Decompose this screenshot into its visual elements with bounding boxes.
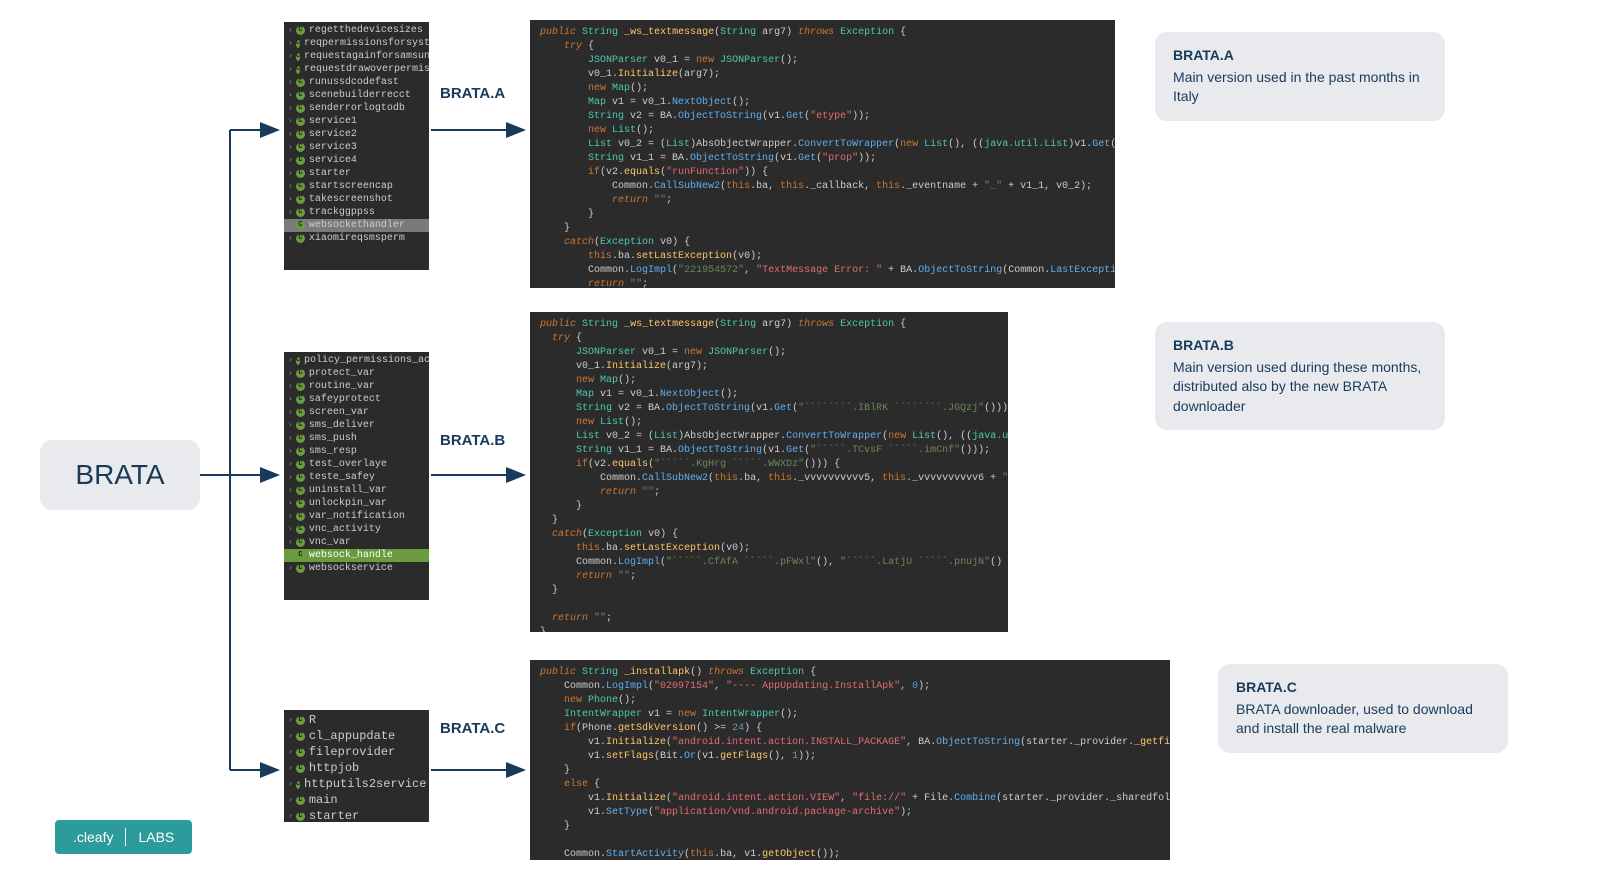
variant-label-c: BRATA.C bbox=[440, 720, 505, 737]
logo-sub: LABS bbox=[138, 829, 174, 845]
variant-label-a: BRATA.A bbox=[440, 85, 505, 102]
class-item: ›Cxiaomireqsmsperm bbox=[284, 232, 429, 245]
class-item: ›Crequestagainforsamsung bbox=[284, 50, 429, 63]
info-box-a: BRATA.A Main version used in the past mo… bbox=[1155, 32, 1445, 121]
class-item: ›Cvnc_var bbox=[284, 536, 429, 549]
class-item: ›Cstarter bbox=[284, 167, 429, 180]
class-item: ›Cunlockpin_var bbox=[284, 497, 429, 510]
class-list-b: ›Cpolicy_permissions_act›Cprotect_var›Cr… bbox=[284, 352, 429, 600]
class-item: ›Crunussdcodefast bbox=[284, 76, 429, 89]
class-item: ›Cwebsockethandler bbox=[284, 219, 429, 232]
info-text-c: BRATA downloader, used to download and i… bbox=[1236, 700, 1490, 739]
class-item: ›Cscenebuilderrecct bbox=[284, 89, 429, 102]
class-item: ›CR bbox=[284, 712, 429, 728]
class-item: ›Ctakescreenshot bbox=[284, 193, 429, 206]
class-item: ›Cstartscreencap bbox=[284, 180, 429, 193]
class-item: ›Cservice2 bbox=[284, 128, 429, 141]
code-block-c: public String _installapk() throws Excep… bbox=[530, 660, 1170, 860]
class-item: ›Csms_resp bbox=[284, 445, 429, 458]
class-item: ›Csafeyprotect bbox=[284, 393, 429, 406]
class-item: ›Ccl_appupdate bbox=[284, 728, 429, 744]
class-item: ›Ctrackggppss bbox=[284, 206, 429, 219]
class-item: ›Creqpermissionsforsystem bbox=[284, 37, 429, 50]
logo-divider bbox=[125, 828, 126, 846]
code-block-a: public String _ws_textmessage(String arg… bbox=[530, 20, 1115, 288]
class-list-c: ›CR›Ccl_appupdate›Cfileprovider›Chttpjob… bbox=[284, 710, 429, 822]
class-item: ›Cpolicy_permissions_act bbox=[284, 354, 429, 367]
class-item: ›Cfileprovider bbox=[284, 744, 429, 760]
class-item: ›Crequestdrawoverpermissio bbox=[284, 63, 429, 76]
logo-badge: .cleafy LABS bbox=[55, 820, 192, 854]
info-box-c: BRATA.C BRATA downloader, used to downlo… bbox=[1218, 664, 1508, 753]
code-block-b: public String _ws_textmessage(String arg… bbox=[530, 312, 1008, 632]
info-box-b: BRATA.B Main version used during these m… bbox=[1155, 322, 1445, 430]
class-item: ›Csms_deliver bbox=[284, 419, 429, 432]
logo-brand: .cleafy bbox=[73, 829, 113, 845]
class-item: ›Cuninstall_var bbox=[284, 484, 429, 497]
class-item: ›Croutine_var bbox=[284, 380, 429, 393]
class-item: ›Cregetthedevicesizes bbox=[284, 24, 429, 37]
class-item: ›Csenderrorlogtodb bbox=[284, 102, 429, 115]
variant-label-b: BRATA.B bbox=[440, 432, 505, 449]
class-item: ›Cprotect_var bbox=[284, 367, 429, 380]
class-list-a: ›Cregetthedevicesizes›Creqpermissionsfor… bbox=[284, 22, 429, 270]
info-title-b: BRATA.B bbox=[1173, 336, 1427, 356]
root-label: BRATA bbox=[75, 459, 164, 491]
class-item: ›Cteste_safey bbox=[284, 471, 429, 484]
class-item: ›Cservice3 bbox=[284, 141, 429, 154]
class-item: ›Cstarter bbox=[284, 808, 429, 822]
class-item: ›Cscreen_var bbox=[284, 406, 429, 419]
root-node: BRATA bbox=[40, 440, 200, 510]
info-text-b: Main version used during these months, d… bbox=[1173, 358, 1427, 417]
class-item: ›Cservice1 bbox=[284, 115, 429, 128]
class-item: ›Cmain bbox=[284, 792, 429, 808]
class-item: ›Chttpjob bbox=[284, 760, 429, 776]
class-item: ›Cvnc_activity bbox=[284, 523, 429, 536]
class-item: ›Ctest_overlaye bbox=[284, 458, 429, 471]
class-item: ›Cwebsockservice bbox=[284, 562, 429, 575]
info-title-a: BRATA.A bbox=[1173, 46, 1427, 66]
class-item: ›Cwebsock_handle bbox=[284, 549, 429, 562]
info-title-c: BRATA.C bbox=[1236, 678, 1490, 698]
class-item: ›Cvar_notification bbox=[284, 510, 429, 523]
class-item: ›Chttputils2service bbox=[284, 776, 429, 792]
class-item: ›Cservice4 bbox=[284, 154, 429, 167]
class-item: ›Csms_push bbox=[284, 432, 429, 445]
info-text-a: Main version used in the past months in … bbox=[1173, 68, 1427, 107]
